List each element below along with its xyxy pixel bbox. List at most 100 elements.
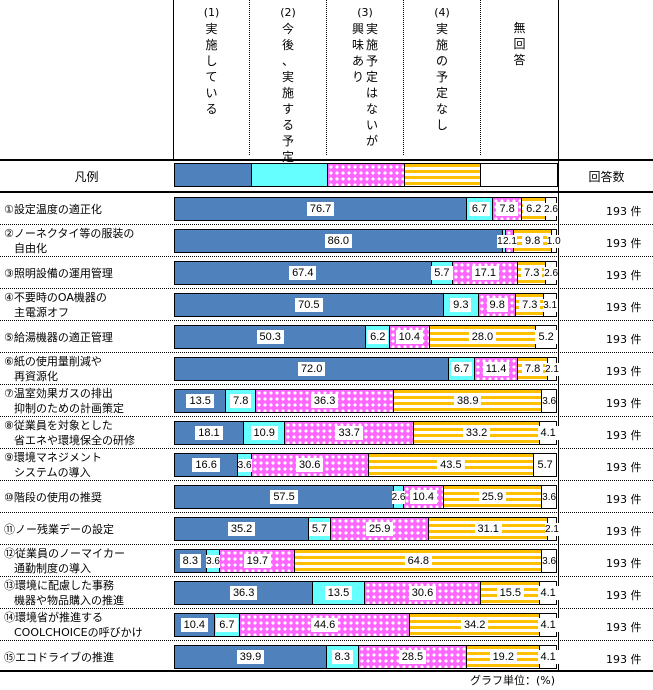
stacked-bar: 86.01.02.19.81.0 bbox=[174, 229, 561, 253]
category-label: ⑪ノー残業デーの設定 bbox=[4, 523, 114, 536]
value-label: 36.3 bbox=[229, 586, 258, 600]
category-label: ⑨環境マネジメント システムの導入 bbox=[4, 451, 102, 479]
category-label: ⑬環境に配慮した事務 機器や物品購入の推進 bbox=[4, 579, 124, 607]
value-label: 39.9 bbox=[236, 650, 265, 664]
row-divider bbox=[0, 256, 653, 257]
bar-segment-2: 6.7 bbox=[467, 198, 493, 220]
response-count: 193 件 bbox=[606, 461, 642, 474]
bar-segment-3: 25.9 bbox=[330, 518, 430, 540]
value-label: 8.3 bbox=[179, 554, 201, 568]
stacked-bar: 18.1 10.9 33.7 33.2 4.1 bbox=[174, 421, 559, 445]
stacked-bar: 67.4 5.7 17.1 7.3 2.6 bbox=[174, 261, 559, 285]
bar-segment-5: 2.6 bbox=[544, 198, 558, 220]
bar-segment-3: 19.7 bbox=[220, 550, 296, 572]
response-count: 193 件 bbox=[606, 301, 642, 314]
value-label: 2.1 bbox=[503, 234, 517, 248]
value-label: 86.0 bbox=[324, 234, 353, 248]
bar-segment-2: 6.7 bbox=[449, 358, 475, 380]
value-label: 18.1 bbox=[195, 426, 223, 440]
bar-segment-4: 38.9 bbox=[394, 390, 543, 412]
unit-note: グラフ単位：(%) bbox=[470, 674, 556, 687]
row-divider bbox=[0, 224, 653, 225]
bar-segment-5: 4.1 bbox=[537, 646, 559, 668]
value-label: 6.2 bbox=[367, 330, 389, 344]
bar-segment-1: 10.4 bbox=[175, 614, 215, 636]
count-header: 回答数 bbox=[588, 170, 625, 184]
bar-segment-5: 2.1 bbox=[545, 358, 559, 380]
value-label: 3.6 bbox=[542, 394, 557, 408]
response-count: 193 件 bbox=[606, 429, 642, 442]
category-label: ⑤給湯機器の適正管理 bbox=[4, 331, 113, 344]
bar-segment-1: 86.0 bbox=[175, 230, 503, 252]
bar-segment-3: 36.3 bbox=[256, 390, 395, 412]
bar-segment-1: 72.0 bbox=[175, 358, 450, 380]
bar-segment-1: 57.5 bbox=[175, 486, 395, 508]
stacked-bar: 39.9 8.3 28.5 19.2 4.1 bbox=[174, 645, 559, 669]
frame-line bbox=[0, 159, 653, 161]
bar-segment-3: 30.6 bbox=[364, 582, 482, 604]
value-label: 28.5 bbox=[398, 650, 427, 664]
row-divider bbox=[0, 352, 653, 353]
bar-segment-1: 36.3 bbox=[175, 582, 314, 604]
value-label: 10.4 bbox=[409, 490, 437, 504]
category-label: ⑭環境省が推進する COOLCHOICEの呼びかけ bbox=[4, 611, 143, 639]
bar-segment-5: 5.7 bbox=[534, 454, 556, 476]
response-count: 193 件 bbox=[606, 653, 642, 666]
row-divider bbox=[0, 480, 653, 481]
value-label: 28.0 bbox=[468, 330, 497, 344]
bar-segment-3: 10.4 bbox=[390, 326, 430, 348]
bar-segment-2: 9.3 bbox=[443, 294, 480, 316]
value-label: 4.1 bbox=[537, 650, 559, 664]
value-label: 2.1 bbox=[545, 522, 559, 536]
value-label: 6.2 bbox=[523, 202, 545, 216]
value-label: 7.8 bbox=[496, 202, 518, 216]
bar-segment-2: 3.6 bbox=[237, 454, 252, 476]
value-label: 2.6 bbox=[544, 266, 559, 280]
stacked-bar: 57.5 2.6 10.4 25.9 3.6 bbox=[174, 485, 557, 509]
bar-segment-1: 18.1 bbox=[175, 422, 244, 444]
value-label: 31.1 bbox=[474, 522, 502, 536]
series-name-vertical: 実施の予定なし bbox=[435, 22, 448, 132]
value-label: 30.6 bbox=[408, 586, 437, 600]
bar-segment-4: 6.2 bbox=[522, 198, 547, 220]
row-divider bbox=[0, 608, 653, 609]
series-header-2: (2) 今後、実施する予定 bbox=[250, 0, 327, 164]
response-count: 193 件 bbox=[606, 525, 642, 538]
category-label: ⑮エコドライブの推進 bbox=[4, 651, 114, 664]
bar-segment-1: 8.3 bbox=[175, 550, 207, 572]
value-label: 7.3 bbox=[519, 298, 541, 312]
response-count: 193 件 bbox=[606, 621, 642, 634]
bar-segment-1: 50.3 bbox=[175, 326, 367, 348]
value-label: 16.6 bbox=[192, 458, 220, 472]
stacked-bar: 16.6 3.6 30.6 43.5 5.7 bbox=[174, 453, 557, 477]
series-number: (2) bbox=[280, 6, 296, 19]
category-label: ⑩階段の使用の推奨 bbox=[4, 491, 102, 504]
row-divider bbox=[0, 512, 653, 513]
value-label: 30.6 bbox=[296, 458, 324, 472]
series-number: (4) bbox=[434, 6, 450, 19]
row-divider bbox=[0, 640, 653, 641]
value-label: 33.7 bbox=[335, 426, 363, 440]
row-divider bbox=[0, 448, 653, 449]
series-name-vertical: 興味あり bbox=[351, 22, 364, 84]
value-label: 2.6 bbox=[391, 490, 406, 504]
series-header-1: (1) 実施している bbox=[174, 0, 250, 155]
bar-segment-3: 44.6 bbox=[240, 614, 411, 636]
value-label: 36.3 bbox=[310, 394, 339, 408]
value-label: 10.9 bbox=[250, 426, 278, 440]
stacked-bar: 36.3 13.5 30.6 15.5 4.1 bbox=[174, 581, 559, 605]
bar-segment-3: 7.8 bbox=[492, 198, 523, 220]
bar-segment-4: 64.8 bbox=[295, 550, 543, 572]
legend-swatch-3 bbox=[328, 164, 405, 186]
bar-segment-1: 76.7 bbox=[175, 198, 468, 220]
bar-segment-4: 31.1 bbox=[429, 518, 548, 540]
value-label: 6.7 bbox=[450, 362, 473, 376]
stacked-bar: 13.5 7.8 36.3 38.9 3.6 bbox=[174, 389, 557, 413]
value-label: 5.7 bbox=[308, 522, 331, 536]
bar-segment-4: 19.2 bbox=[467, 646, 541, 668]
category-label: ①設定温度の適正化 bbox=[4, 203, 102, 216]
stacked-bar: 50.3 6.2 10.4 28.0 5.2 bbox=[174, 325, 557, 349]
bar-segment-4: 43.5 bbox=[368, 454, 535, 476]
bar-segment-3: 11.4 bbox=[474, 358, 519, 380]
bar-segment-3: 30.6 bbox=[251, 454, 369, 476]
